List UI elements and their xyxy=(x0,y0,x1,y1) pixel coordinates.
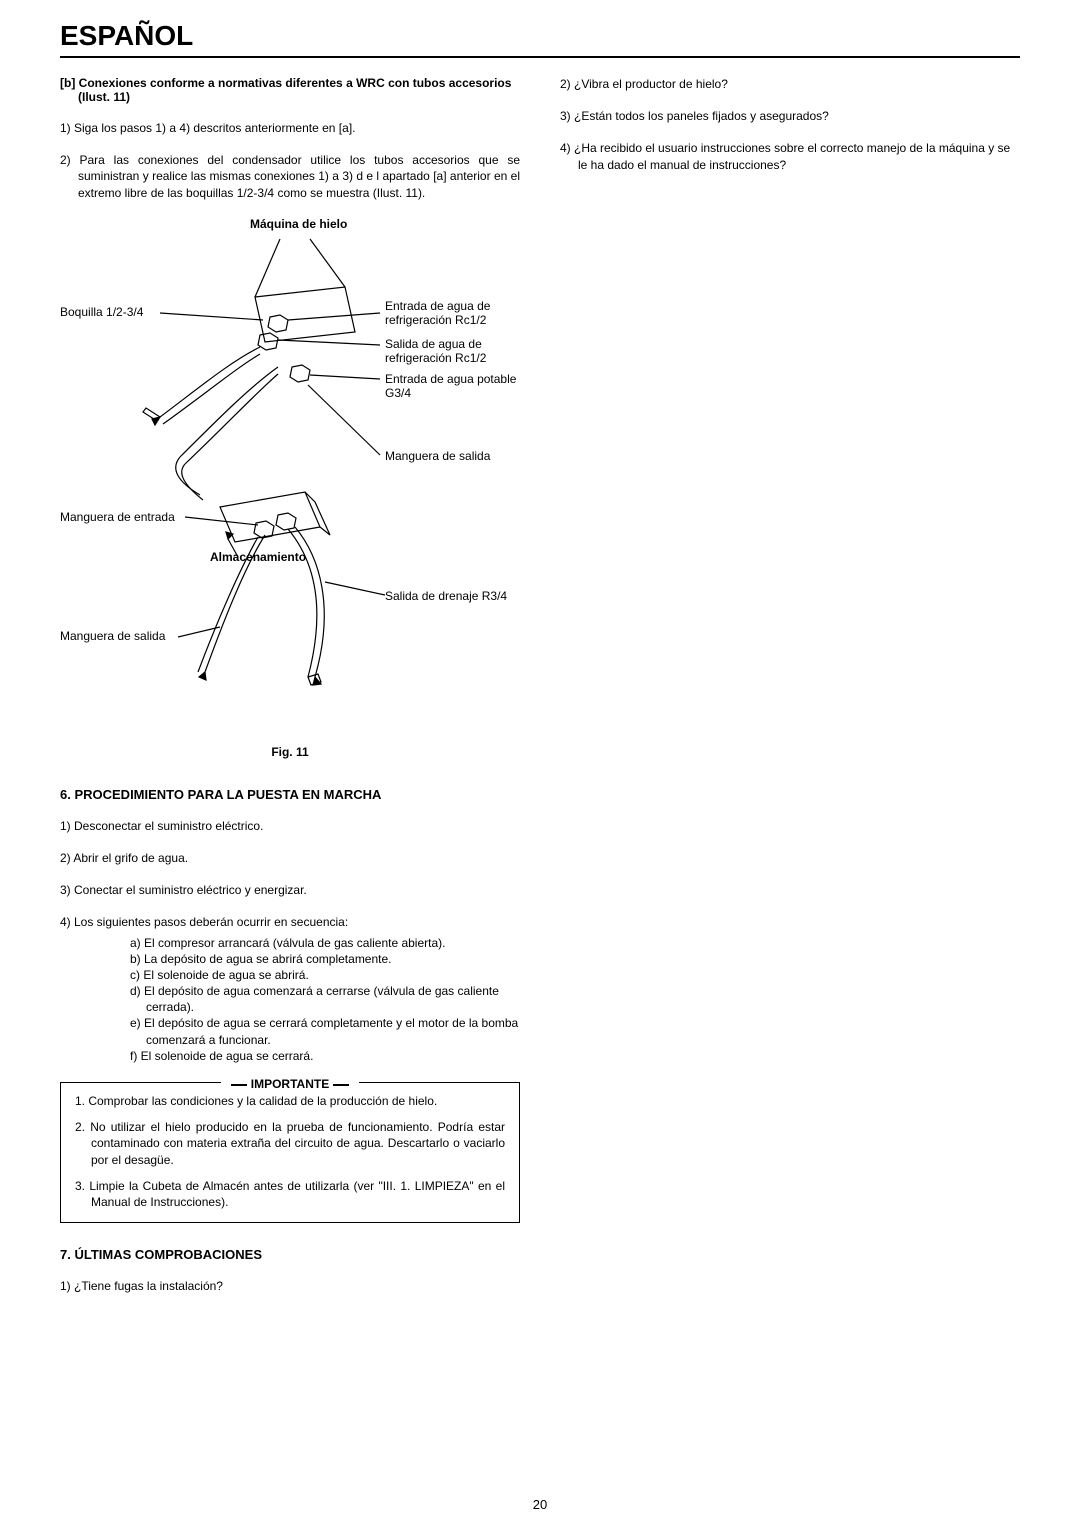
label-maquina: Máquina de hielo xyxy=(250,217,347,231)
s6-4b: b) La depósito de agua se abrirá complet… xyxy=(130,951,520,967)
label-boquilla: Boquilla 1/2-3/4 xyxy=(60,305,143,319)
imp-3: 3. Limpie la Cubeta de Almacén antes de … xyxy=(75,1178,505,1210)
step-1: 1) Siga los pasos 1) a 4) descritos ante… xyxy=(60,120,520,136)
s6-4: 4) Los siguientes pasos deberán ocurrir … xyxy=(60,914,520,930)
imp-2: 2. No utilizar el hielo producido en la … xyxy=(75,1119,505,1168)
section-6-head: 6. PROCEDIMIENTO PARA LA PUESTA EN MARCH… xyxy=(60,787,520,802)
content-columns: [b] Conexiones conforme a normativas dif… xyxy=(60,76,1020,1310)
step-2: 2) Para las conexiones del condensador u… xyxy=(60,152,520,201)
s6-4-sublist: a) El compresor arrancará (válvula de ga… xyxy=(130,935,520,1065)
label-entrada-potable: Entrada de agua potable G3/4 xyxy=(385,372,520,401)
s7-2: 2) ¿Vibra el productor de hielo? xyxy=(560,76,1020,92)
s6-4f: f) El solenoide de agua se cerrará. xyxy=(130,1048,520,1064)
s7-3: 3) ¿Están todos los paneles fijados y as… xyxy=(560,108,1020,124)
figure-svg xyxy=(60,217,520,737)
label-salida-drenaje: Salida de drenaje R3/4 xyxy=(385,589,507,603)
left-column: [b] Conexiones conforme a normativas dif… xyxy=(60,76,520,1310)
s6-2: 2) Abrir el grifo de agua. xyxy=(60,850,520,866)
page-title: ESPAÑOL xyxy=(60,20,1020,56)
label-manguera-entrada: Manguera de entrada xyxy=(60,510,175,524)
label-manguera-salida: Manguera de salida xyxy=(385,449,490,463)
page-number: 20 xyxy=(0,1497,1080,1512)
label-salida-refrig: Salida de agua de refrigeración Rc1/2 xyxy=(385,337,520,366)
right-column: 2) ¿Vibra el productor de hielo? 3) ¿Est… xyxy=(560,76,1020,1310)
imp-1: 1. Comprobar las condiciones y la calida… xyxy=(75,1093,505,1109)
label-almacenamiento: Almacenamiento xyxy=(210,550,306,564)
important-title: IMPORTANTE xyxy=(221,1077,359,1091)
section-7-head: 7. ÚLTIMAS COMPROBACIONES xyxy=(60,1247,520,1262)
s6-1: 1) Desconectar el suministro eléctrico. xyxy=(60,818,520,834)
figure-11: Máquina de hielo Boquilla 1/2-3/4 Entrad… xyxy=(60,217,520,737)
s6-3: 3) Conectar el suministro eléctrico y en… xyxy=(60,882,520,898)
figure-caption: Fig. 11 xyxy=(60,745,520,759)
label-manguera-salida-2: Manguera de salida xyxy=(60,629,165,643)
s6-4c: c) El solenoide de agua se abrirá. xyxy=(130,967,520,983)
section-b-heading: [b] Conexiones conforme a normativas dif… xyxy=(60,76,520,104)
title-bar: ESPAÑOL xyxy=(60,20,1020,58)
important-title-wrap: IMPORTANTE xyxy=(61,1075,519,1093)
label-entrada-refrig: Entrada de agua de refrigeración Rc1/2 xyxy=(385,299,520,328)
s6-4e: e) El depósito de agua se cerrará comple… xyxy=(130,1015,520,1047)
s7-4: 4) ¿Ha recibido el usuario instrucciones… xyxy=(560,140,1020,172)
s7-1: 1) ¿Tiene fugas la instalación? xyxy=(60,1278,520,1294)
s6-4a: a) El compresor arrancará (válvula de ga… xyxy=(130,935,520,951)
important-box: IMPORTANTE 1. Comprobar las condiciones … xyxy=(60,1082,520,1223)
s6-4d: d) El depósito de agua comenzará a cerra… xyxy=(130,983,520,1015)
